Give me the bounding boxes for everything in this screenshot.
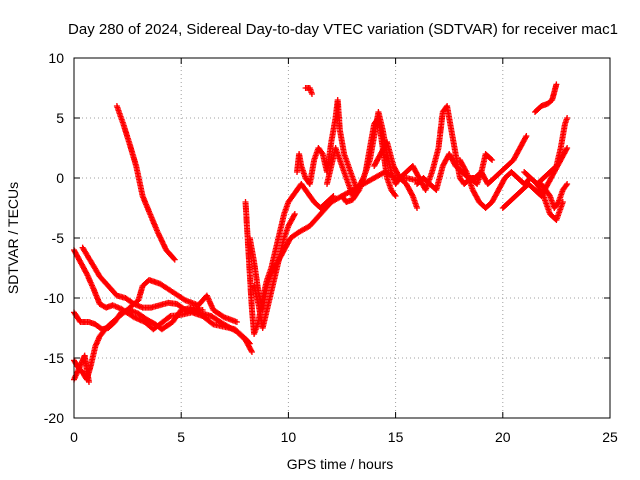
series-sat-m xyxy=(339,115,399,205)
plot-frame xyxy=(73,57,611,419)
y-tick-label: -20 xyxy=(44,410,64,426)
x-tick-label: 10 xyxy=(281,429,297,445)
data-point xyxy=(291,211,298,217)
data-point xyxy=(564,181,571,187)
series-sat-s xyxy=(532,81,560,115)
data-point xyxy=(199,307,206,313)
data-point xyxy=(318,149,325,156)
x-tick-label: 20 xyxy=(495,429,511,445)
series-sat-r xyxy=(521,115,571,187)
data-point xyxy=(522,134,529,141)
series-sat-k xyxy=(294,97,361,193)
data-point xyxy=(248,347,255,354)
data-point xyxy=(564,145,571,151)
data-point xyxy=(308,91,315,97)
x-tick-label: 25 xyxy=(602,429,618,445)
y-axis-label: SDTVAR / TECUs xyxy=(5,182,21,294)
series-sat-c xyxy=(79,244,255,355)
data-point xyxy=(291,212,298,219)
data-point xyxy=(553,81,560,88)
data-point xyxy=(563,146,570,153)
series-sat-i xyxy=(251,211,298,331)
data-point xyxy=(392,193,399,199)
y-tick-label: 10 xyxy=(48,50,64,66)
y-tick-label: 0 xyxy=(56,170,64,186)
series-sat-f xyxy=(71,352,93,385)
data-point xyxy=(156,233,163,240)
data-point xyxy=(171,256,178,263)
x-tick-label: 0 xyxy=(70,429,78,445)
series-sat-e xyxy=(71,277,240,383)
series-sat-p xyxy=(456,157,566,223)
chart-title: Day 280 of 2024, Sidereal Day-to-day VTE… xyxy=(68,21,618,38)
grid-lines xyxy=(74,58,610,418)
series-sat-j xyxy=(302,85,315,97)
x-tick-label: 5 xyxy=(177,429,185,445)
x-axis-label: GPS time / hours xyxy=(287,456,394,472)
data-point xyxy=(489,157,496,163)
data-point xyxy=(209,320,216,327)
data-point xyxy=(409,191,415,198)
data-point xyxy=(414,205,421,211)
data-point xyxy=(462,167,469,174)
series-sat-t xyxy=(538,181,571,211)
y-tick-label: -10 xyxy=(44,290,64,306)
series-sat-a xyxy=(113,103,178,263)
data-point xyxy=(248,349,255,355)
y-tick-label: -15 xyxy=(44,350,64,366)
data-marks xyxy=(71,81,571,385)
data-point xyxy=(86,379,93,385)
data-point xyxy=(170,255,177,262)
data-point xyxy=(181,296,188,303)
data-point xyxy=(166,313,173,320)
x-tick-label: 15 xyxy=(388,429,404,445)
data-point xyxy=(488,156,494,162)
y-tick-label: -5 xyxy=(52,230,65,246)
data-point xyxy=(391,191,398,198)
data-point xyxy=(563,182,570,189)
data-point xyxy=(523,133,530,139)
axis-ticks: 0 5 10 15 20 25 -20 -15 -10 -5 0 5 10 xyxy=(44,50,618,445)
y-tick-label: 5 xyxy=(56,110,64,126)
data-point xyxy=(564,115,571,121)
data-point xyxy=(233,319,240,325)
